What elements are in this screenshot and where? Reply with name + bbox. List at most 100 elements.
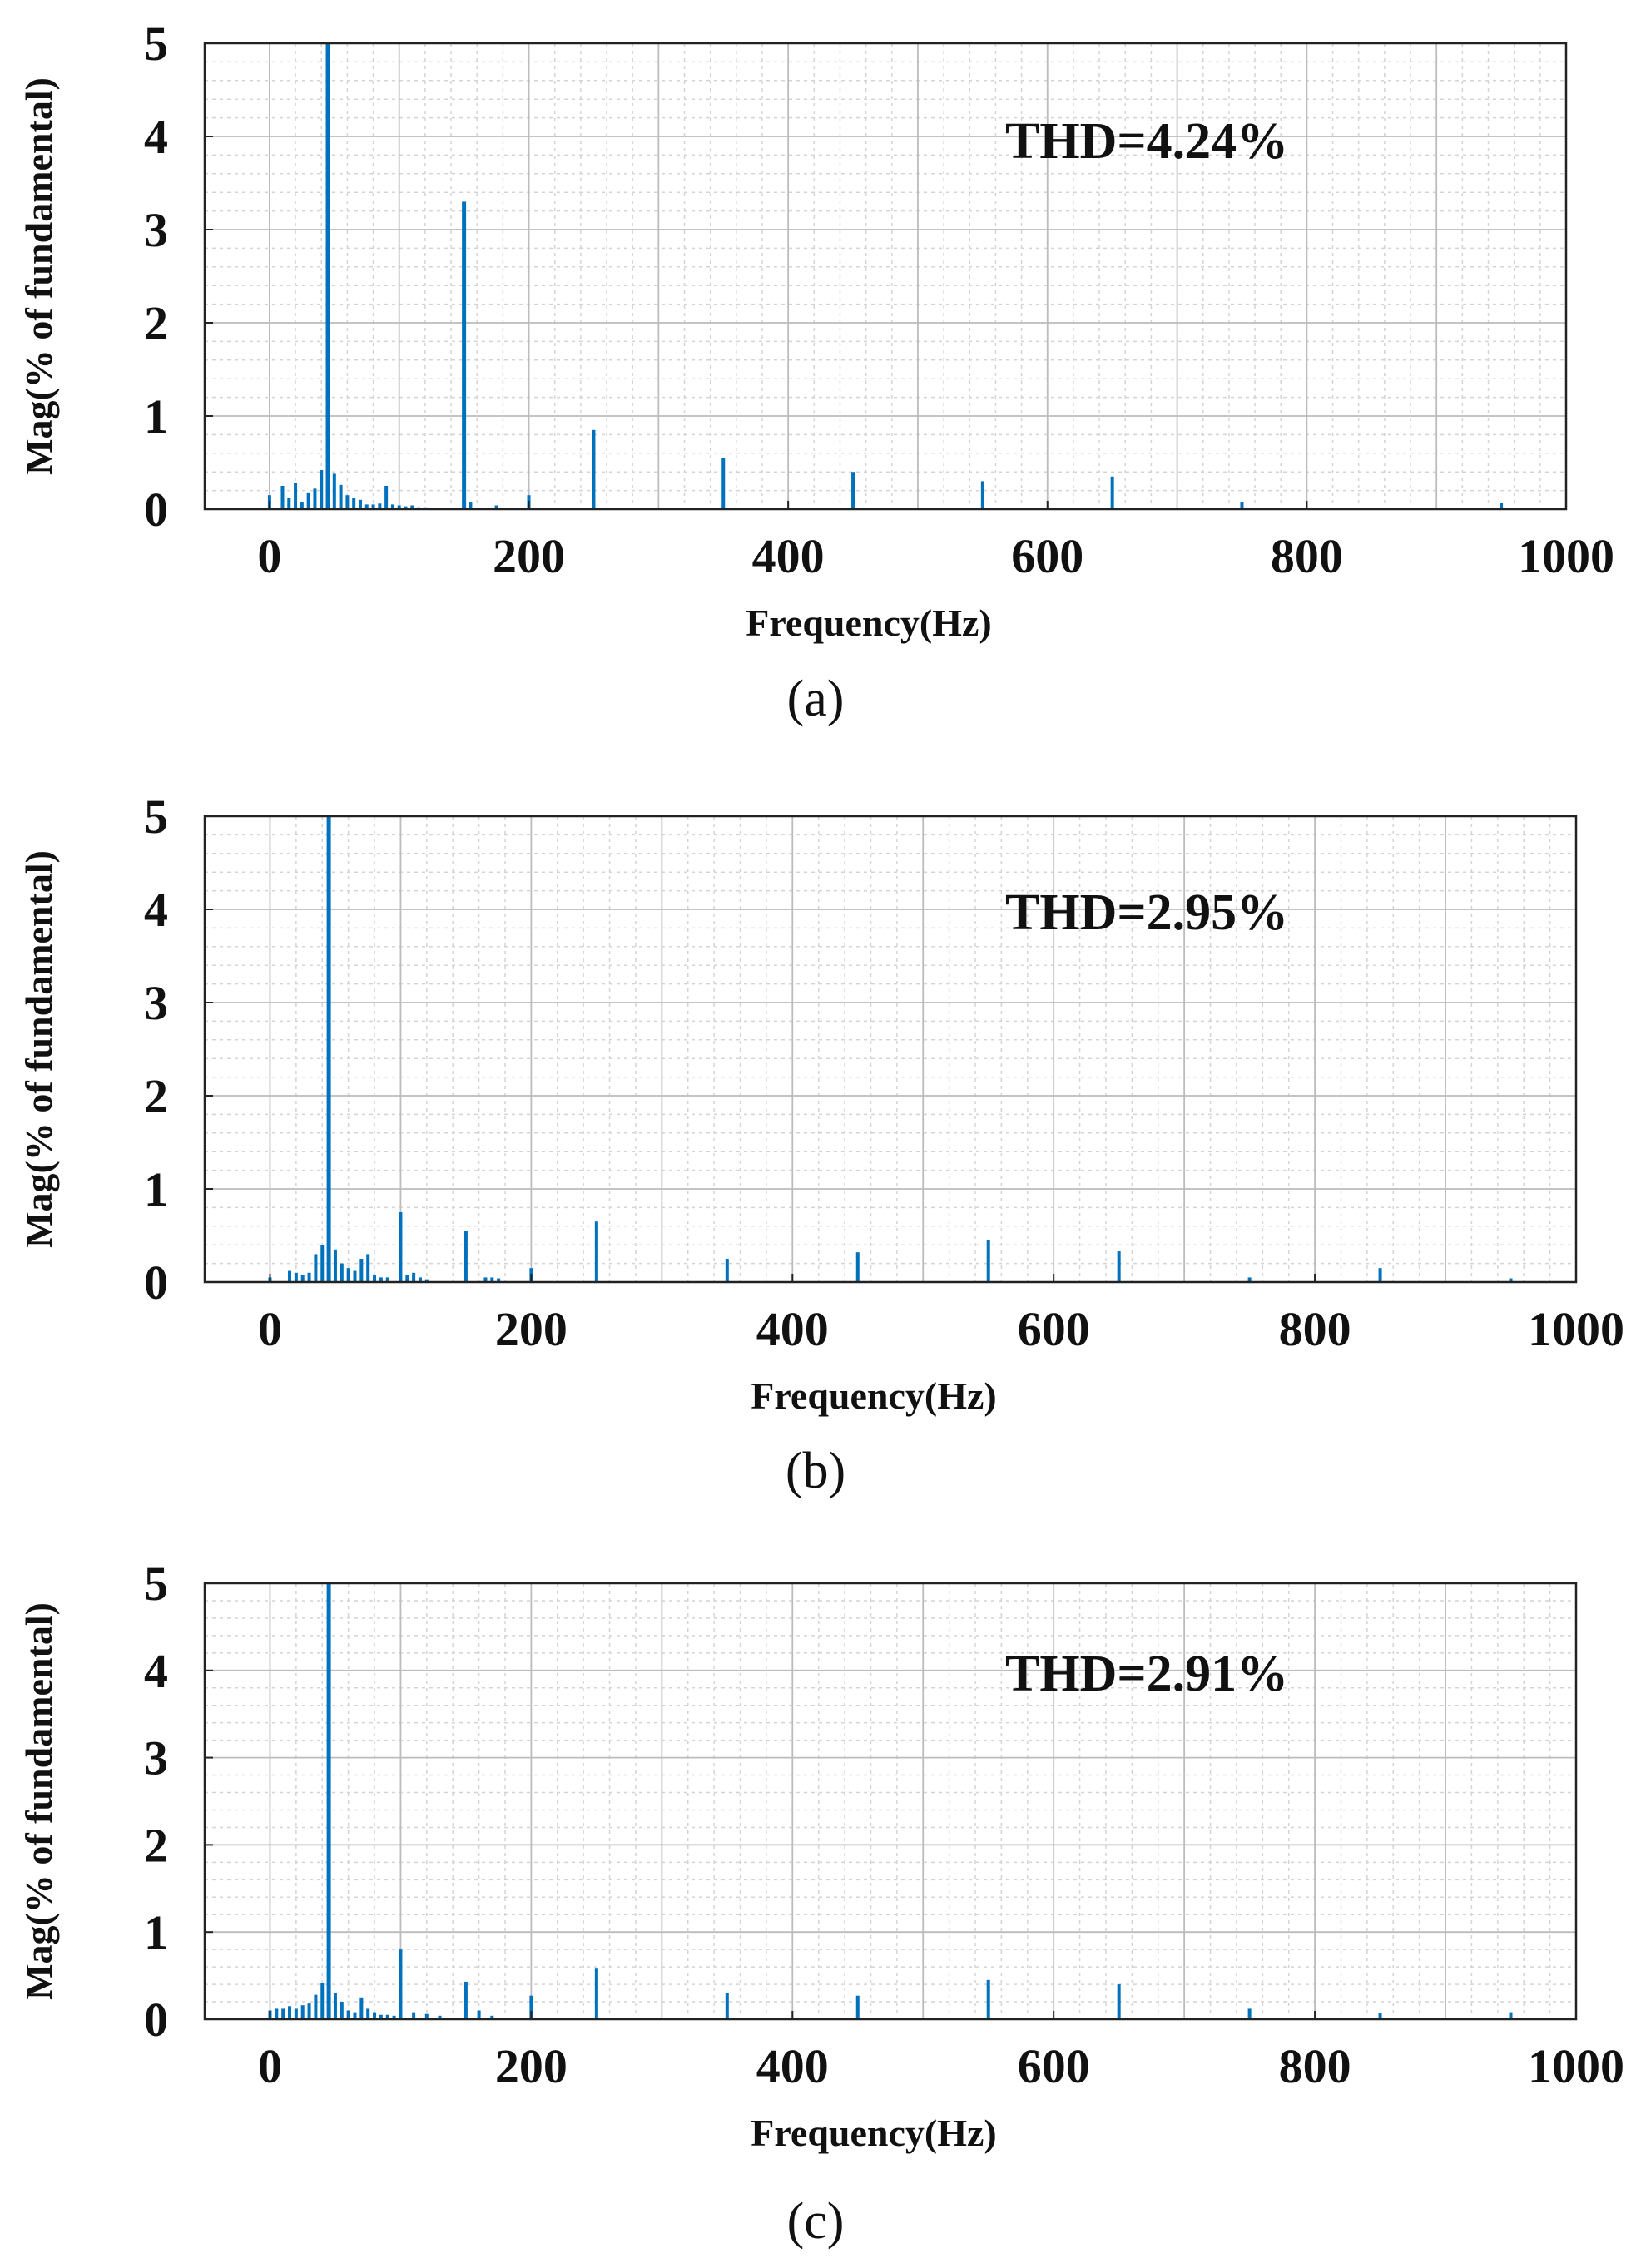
bar [358,499,362,509]
x-tick-label: 600 [1011,529,1083,583]
y-tick-label: 5 [144,1557,168,1611]
bar [300,502,304,509]
bar [397,505,401,509]
bar [294,2008,298,2019]
bar [326,1583,331,2019]
bar [339,484,343,509]
bar [288,1270,292,1282]
bar [340,1263,344,1282]
bar [725,1993,729,2019]
y-axis-label: Mag(% of fundamental) [17,1602,60,2000]
bar [404,506,408,509]
bar [392,2015,396,2019]
x-tick-label: 600 [1018,1302,1090,1356]
x-axis-label: Frequency(Hz) [751,1374,997,1417]
bar [378,503,382,509]
bar [1378,2013,1382,2019]
bar [497,1278,501,1282]
bar [390,504,394,509]
chart-panel-b: 0 1 2 3 4 5 0 200 400 600 800 1000 Frequency(Hz) Mag(… [17,790,1624,1499]
bar [1117,1984,1121,2019]
bar [594,1968,598,2019]
bar [359,1997,364,2019]
bar [494,505,498,509]
y-tick-label: 5 [144,17,168,71]
bar [1117,1251,1121,1282]
x-tick-label: 200 [495,2039,568,2093]
bar [424,2013,429,2019]
bar-series [268,1583,1513,2019]
grid [205,816,1576,1282]
plot-area [205,1583,1576,2019]
y-tick-label: 1 [144,1905,168,1959]
bar [529,1995,533,2019]
bar [469,502,473,509]
bar [313,488,317,509]
y-tick-label: 2 [144,1818,168,1872]
plot-area [205,43,1566,509]
bar [371,504,375,509]
bar [490,2015,494,2019]
x-axis-label: Frequency(Hz) [746,602,992,644]
x-tick-label: 0 [258,2039,282,2093]
x-tick-label: 1000 [1528,1302,1624,1356]
bar [352,498,356,509]
bar [385,2014,389,2019]
y-tick-label: 3 [144,1731,168,1785]
bar [333,1249,337,1282]
bar [1110,476,1114,509]
x-tick-label: 600 [1018,2039,1090,2093]
y-axis-label: Mag(% of fundamental) [17,77,60,475]
chart-panel-a: 0 1 2 3 4 5 0 200 400 600 800 1000 Frequency(Hz) Mag(… [17,17,1614,727]
bar [340,2002,344,2019]
bar [353,2012,357,2019]
x-axis-label: Frequency(Hz) [751,2112,997,2154]
bar [385,1277,389,1282]
bar [333,1993,337,2019]
bar [1247,1277,1252,1282]
bar [320,469,324,509]
bar-series [268,816,1513,1282]
plot-frame [203,42,1568,511]
y-tick-label: 0 [144,1993,168,2047]
x-tick-label: 0 [258,1302,282,1356]
bar [464,1231,468,1282]
bar [412,2012,416,2019]
bar [275,2008,279,2019]
bar [462,201,467,509]
bar [364,504,369,509]
bar [346,2010,350,2019]
grid [205,1583,1576,2019]
bar [721,458,726,509]
bar [287,498,291,509]
bar [320,1245,325,1282]
bar [725,1259,729,1282]
x-tick-label: 400 [756,1302,829,1356]
bar [592,429,596,509]
panel-caption: (c) [787,2193,845,2250]
x-tick-label: 200 [495,1302,568,1356]
bar [851,472,855,509]
bar [1240,502,1244,509]
bar [594,1221,598,1282]
x-tick-label: 800 [1271,529,1343,583]
bar [1509,1278,1513,1282]
thd-annotation: THD=4.24% [1005,113,1288,170]
bar [353,1270,357,1282]
bar [300,2005,305,2019]
bar [1500,503,1504,509]
bar [424,1279,429,1282]
x-tick-label: 400 [756,2039,829,2093]
plot-frame [203,1582,1578,2021]
thd-annotation: THD=2.95% [1005,884,1288,941]
bar [379,2014,383,2019]
bar [294,483,298,509]
y-tick-label: 4 [144,883,168,937]
bar [464,1981,468,2019]
bar [986,1240,990,1282]
bar [306,492,310,509]
x-tick-label: 200 [493,529,565,583]
thd-annotation: THD=2.91% [1005,1646,1288,1702]
bar [346,1268,350,1282]
